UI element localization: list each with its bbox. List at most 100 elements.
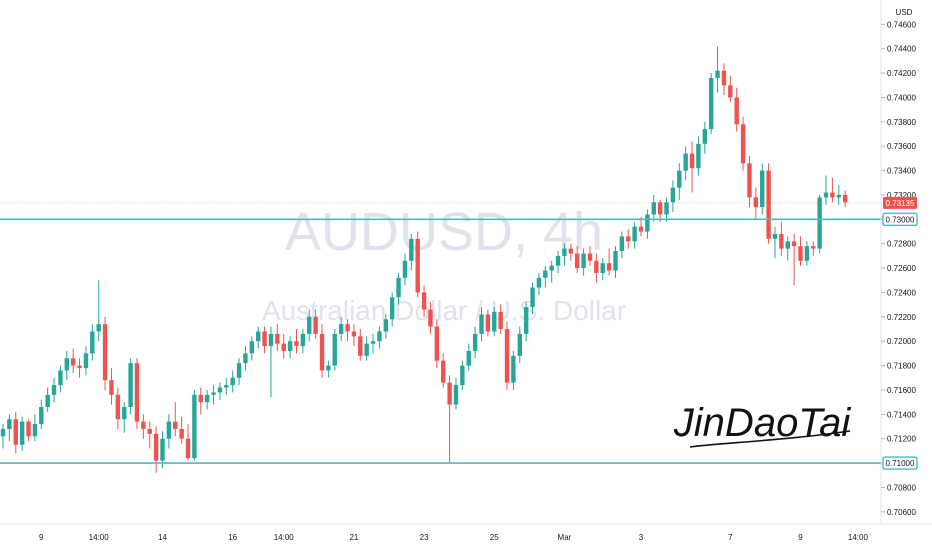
candle[interactable] [511, 350, 516, 390]
candle[interactable] [791, 233, 797, 286]
candle[interactable] [830, 177, 835, 203]
candle[interactable] [332, 329, 337, 371]
candle[interactable] [345, 319, 350, 342]
candle[interactable] [7, 414, 12, 442]
candle[interactable] [453, 377, 459, 410]
candle[interactable] [836, 185, 841, 205]
candle[interactable] [370, 333, 376, 354]
candle[interactable] [58, 365, 63, 393]
candle[interactable] [549, 260, 554, 283]
candle[interactable] [842, 190, 848, 208]
candle[interactable] [811, 241, 816, 256]
candle[interactable] [677, 163, 682, 200]
candle[interactable] [122, 402, 127, 433]
candle[interactable] [45, 387, 50, 412]
candle[interactable] [198, 387, 203, 415]
candle[interactable] [230, 370, 235, 393]
candle[interactable] [619, 231, 625, 259]
candle[interactable] [702, 121, 707, 154]
candle[interactable] [562, 243, 567, 266]
candles[interactable] [0, 46, 848, 473]
candle[interactable] [211, 385, 216, 405]
candle[interactable] [747, 155, 752, 208]
candle[interactable] [415, 231, 420, 298]
candle[interactable] [179, 416, 184, 444]
candle[interactable] [134, 358, 140, 429]
candle[interactable] [823, 175, 829, 205]
candle[interactable] [185, 424, 191, 461]
candle[interactable] [77, 358, 82, 378]
candle[interactable] [300, 329, 306, 354]
candle[interactable] [287, 336, 293, 359]
candle[interactable] [358, 329, 363, 361]
candle[interactable] [651, 194, 656, 222]
candle[interactable] [740, 116, 746, 171]
candle[interactable] [268, 326, 274, 398]
candle[interactable] [96, 280, 101, 342]
candle[interactable] [626, 229, 631, 249]
candle[interactable] [696, 136, 701, 176]
candle[interactable] [428, 302, 433, 334]
candle[interactable] [204, 389, 210, 410]
candle[interactable] [817, 194, 822, 254]
candle[interactable] [26, 419, 31, 442]
candle[interactable] [517, 326, 522, 364]
candle[interactable] [351, 324, 357, 347]
candle[interactable] [13, 411, 18, 454]
candle[interactable] [70, 348, 76, 373]
candle[interactable] [447, 375, 452, 464]
candle[interactable] [307, 309, 312, 342]
candle[interactable] [102, 316, 108, 390]
candle[interactable] [683, 146, 688, 181]
candle[interactable] [90, 324, 95, 361]
candle[interactable] [498, 304, 503, 334]
candle[interactable] [785, 236, 790, 261]
candle[interactable] [275, 324, 280, 351]
candle[interactable] [492, 307, 497, 337]
candle[interactable] [338, 316, 344, 342]
candle[interactable] [728, 75, 733, 103]
candle[interactable] [377, 326, 382, 349]
candle[interactable] [638, 216, 644, 237]
candle[interactable] [39, 399, 44, 429]
candle[interactable] [389, 292, 395, 327]
candle[interactable] [753, 187, 759, 220]
candle[interactable] [128, 358, 133, 415]
candle[interactable] [657, 199, 663, 222]
candle[interactable] [479, 307, 484, 342]
candle[interactable] [689, 141, 695, 193]
candle[interactable] [249, 336, 255, 361]
candle[interactable] [594, 253, 599, 283]
candle[interactable] [504, 321, 510, 390]
candle[interactable] [421, 285, 427, 317]
candle[interactable] [115, 387, 121, 429]
candle[interactable] [721, 63, 727, 96]
candle[interactable] [243, 346, 248, 371]
candle[interactable] [543, 265, 548, 288]
candle[interactable] [441, 353, 446, 388]
candle[interactable] [192, 389, 197, 461]
candle[interactable] [313, 309, 318, 339]
candle[interactable] [32, 414, 38, 442]
candle[interactable] [715, 46, 720, 93]
candle[interactable] [160, 431, 165, 468]
candle[interactable] [396, 272, 401, 305]
candle[interactable] [804, 241, 810, 266]
candle[interactable] [600, 258, 605, 281]
candle[interactable] [632, 221, 637, 249]
candle[interactable] [485, 309, 491, 337]
candle[interactable] [319, 324, 325, 378]
horizontal-levels[interactable] [0, 202, 881, 464]
candle[interactable] [153, 426, 159, 473]
candle[interactable] [766, 163, 771, 244]
candle[interactable] [606, 248, 612, 276]
candle[interactable] [409, 233, 414, 271]
candle[interactable] [670, 180, 676, 213]
candle[interactable] [217, 382, 223, 400]
candle[interactable] [734, 87, 739, 132]
candle[interactable] [555, 251, 561, 273]
candle[interactable] [256, 326, 261, 349]
candle[interactable] [645, 209, 650, 239]
candle[interactable] [536, 272, 542, 295]
candle[interactable] [294, 329, 299, 354]
